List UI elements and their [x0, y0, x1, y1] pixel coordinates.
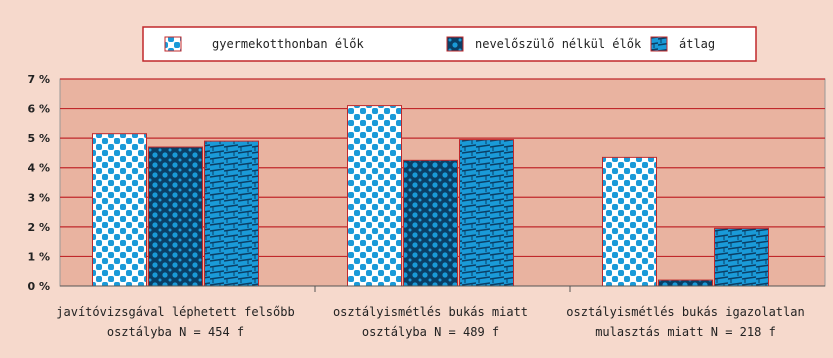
- bar-dots: [92, 133, 147, 287]
- bar-cross: [658, 279, 713, 287]
- y-tick-label: 4 %: [27, 162, 50, 175]
- bars: [92, 105, 769, 287]
- bar-dots: [347, 105, 402, 287]
- bar-dots: [602, 156, 657, 287]
- y-tick-label: 6 %: [27, 103, 50, 116]
- bar-cross: [403, 159, 458, 287]
- bar-brick: [714, 227, 769, 287]
- y-tick-label: 0 %: [27, 280, 50, 293]
- legend-swatch-dots: [164, 36, 182, 52]
- bar-brick: [459, 139, 514, 287]
- y-axis-ticks: 0 % 1 % 2 % 3 % 4 % 5 % 6 % 7 %: [27, 73, 50, 293]
- legend-label: gyermekotthonban élők: [212, 37, 364, 51]
- x-category-label: osztályismétlés bukás igazolatlan: [566, 305, 804, 319]
- bar-brick: [204, 140, 259, 287]
- bar-cross: [148, 146, 203, 287]
- legend-label: átlag: [679, 37, 715, 51]
- x-axis-labels: javítóvizsgával léphetett felsőbb osztály…: [56, 305, 804, 339]
- y-tick-label: 5 %: [27, 132, 50, 145]
- legend-swatch-brick: [650, 36, 668, 52]
- y-tick-label: 7 %: [27, 73, 50, 86]
- y-tick-label: 2 %: [27, 221, 50, 234]
- x-category-label: osztályba N = 489 f: [362, 325, 499, 339]
- legend-swatch-cross: [446, 36, 464, 52]
- x-category-label: osztályba N = 454 f: [107, 325, 244, 339]
- x-category-label: mulasztás miatt N = 218 f: [595, 325, 776, 339]
- x-category-label: osztályismétlés bukás miatt: [333, 305, 528, 319]
- y-tick-label: 3 %: [27, 191, 50, 204]
- legend-label: nevelőszülő nélkül élők: [475, 37, 642, 51]
- x-category-label: javítóvizsgával léphetett felsőbb: [56, 305, 294, 319]
- y-tick-label: 1 %: [27, 250, 50, 263]
- legend: gyermekotthonban élők nevelőszülő nélkül …: [164, 36, 715, 52]
